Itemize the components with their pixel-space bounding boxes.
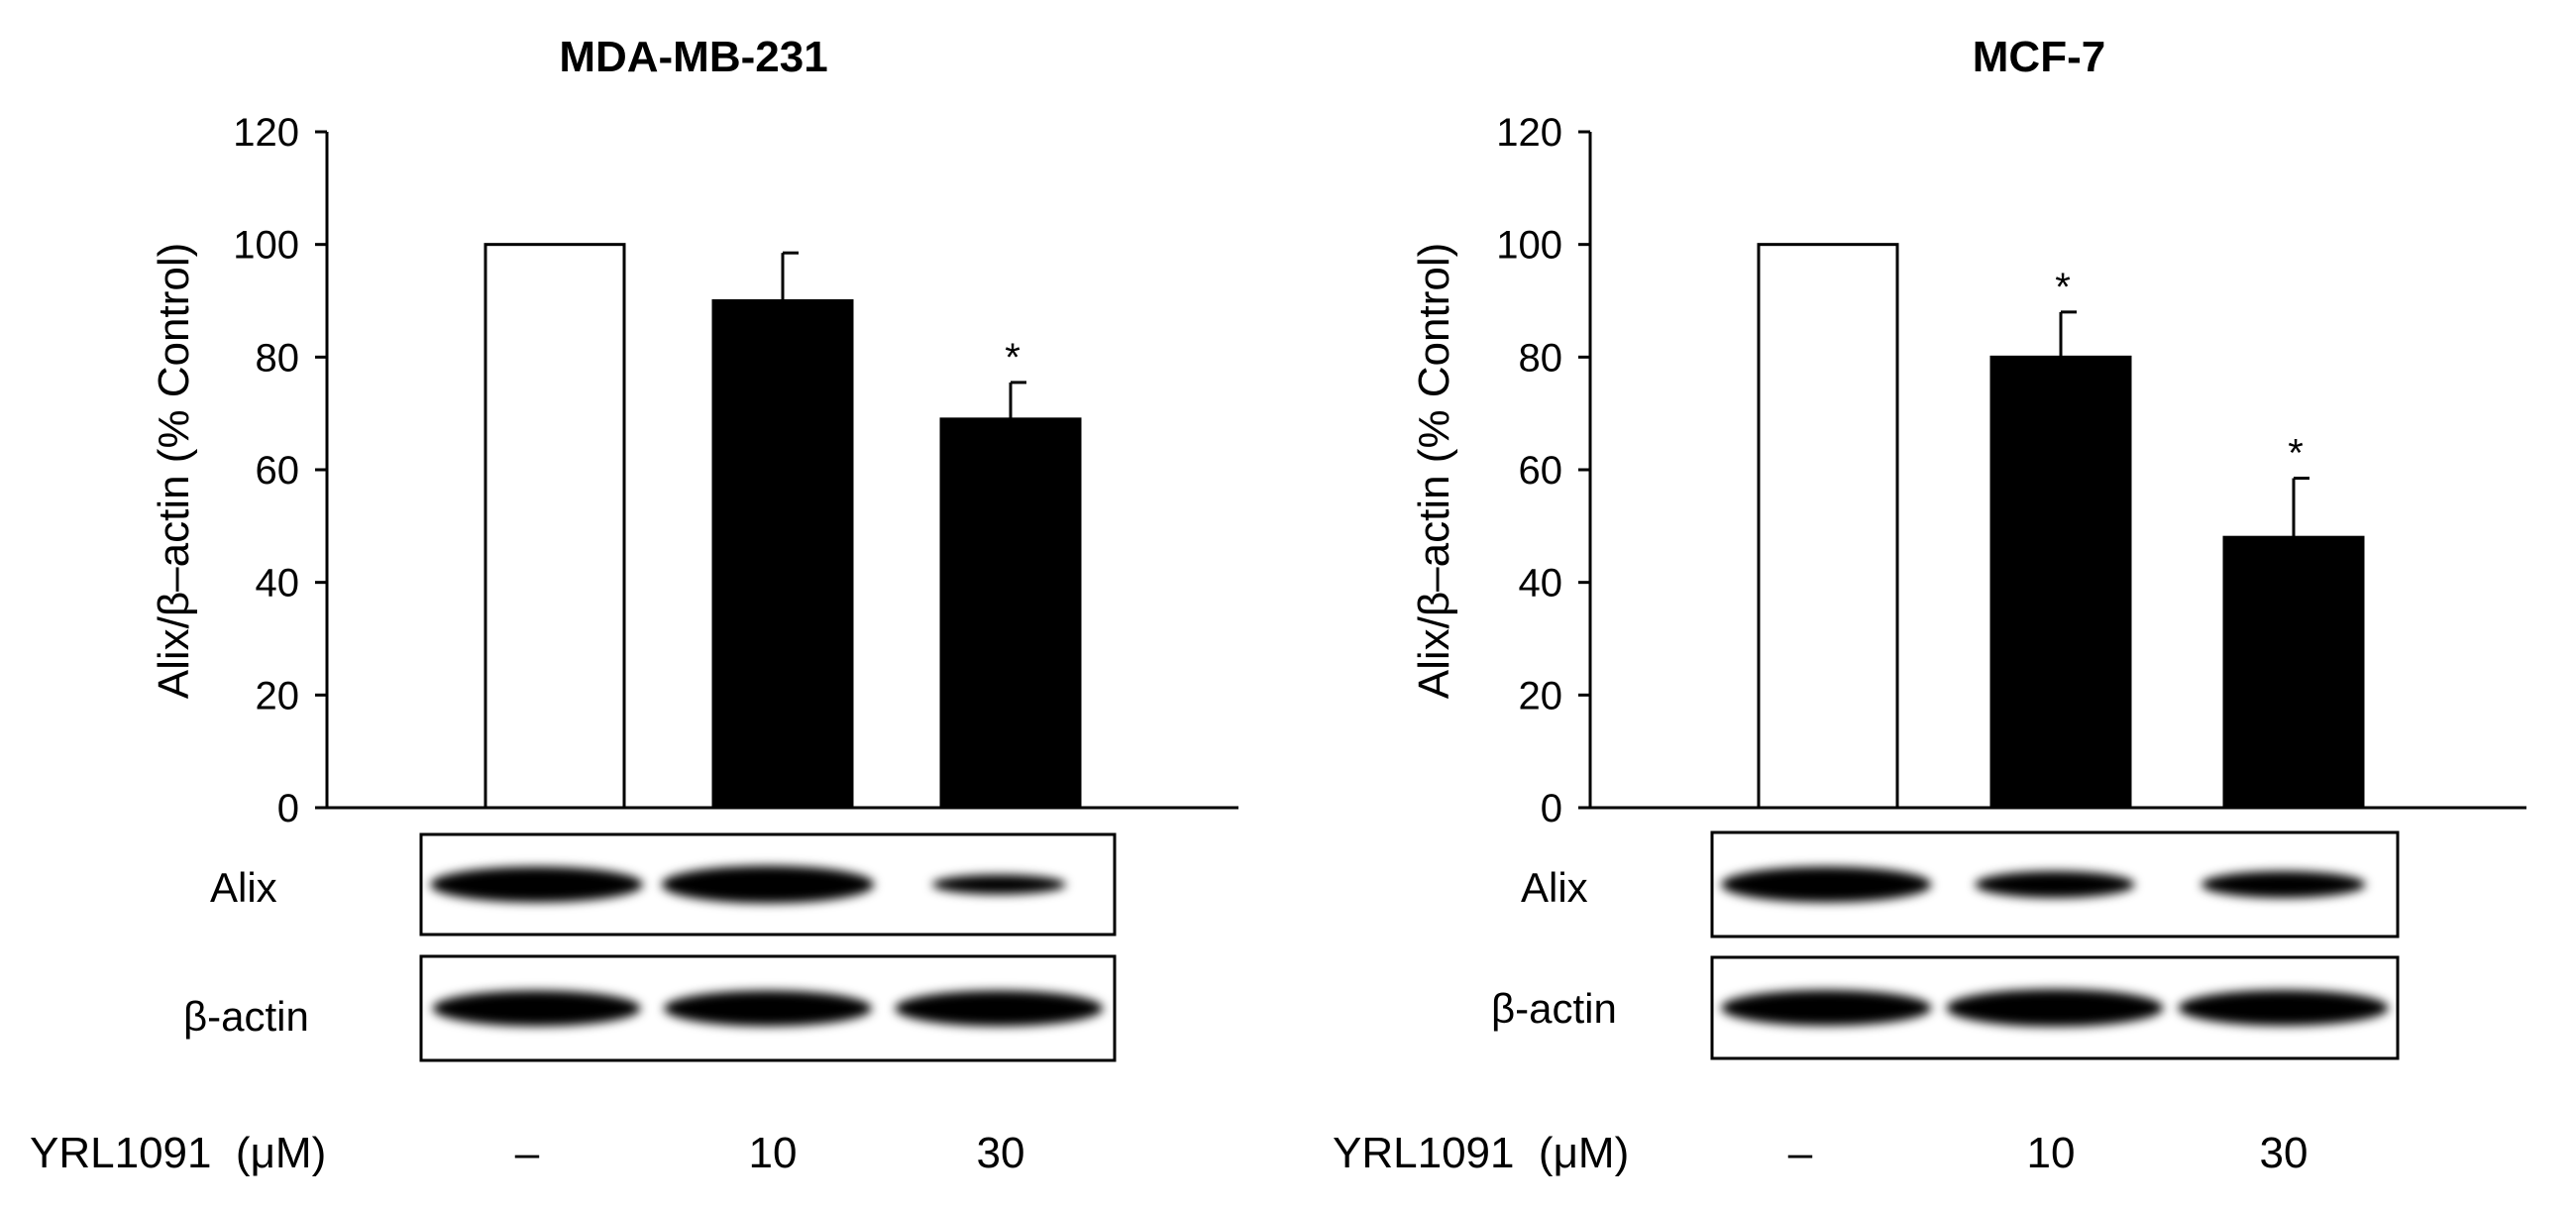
panel-mda-mb-231: MDA-MB-231 Alix/β–actin (% Control) 0 20 4… bbox=[30, 33, 1238, 1177]
blot-label-alix: Alix bbox=[210, 864, 277, 911]
bar bbox=[711, 299, 854, 810]
treatment-value: 30 bbox=[977, 1129, 1025, 1177]
blot-band bbox=[1946, 989, 2164, 1027]
significance-marker: * bbox=[2288, 432, 2304, 476]
significance-marker: * bbox=[1005, 336, 1020, 380]
y-tick-label: 100 bbox=[233, 224, 299, 268]
blot-band bbox=[1975, 871, 2135, 898]
y-tick-label: 0 bbox=[1541, 787, 1562, 830]
treatment-value: – bbox=[1788, 1129, 1813, 1177]
blot-band bbox=[2178, 990, 2389, 1026]
y-tick-label: 120 bbox=[1496, 111, 1562, 155]
treatment-value: 10 bbox=[749, 1129, 798, 1177]
significance-marker: * bbox=[2055, 266, 2071, 309]
treatment-values: – 10 30 bbox=[515, 1129, 1025, 1177]
y-tick-label: 20 bbox=[1519, 674, 1563, 717]
bar bbox=[939, 417, 1082, 810]
blot-band bbox=[430, 866, 643, 903]
treatment-value: 10 bbox=[2027, 1129, 2076, 1177]
treatment-value: – bbox=[515, 1129, 540, 1177]
y-tick-label: 40 bbox=[1519, 562, 1563, 606]
blot-band bbox=[1721, 990, 1932, 1026]
y-axis-label: Alix/β–actin (% Control) bbox=[150, 243, 198, 700]
y-tick-label: 60 bbox=[1519, 449, 1563, 493]
y-tick-label: 40 bbox=[256, 562, 300, 606]
blot-band bbox=[895, 990, 1104, 1027]
chart-title: MDA-MB-231 bbox=[559, 33, 827, 81]
y-tick-label: 0 bbox=[277, 787, 299, 830]
bar bbox=[1989, 355, 2132, 810]
western-blot: Alix β-actin bbox=[183, 832, 1117, 1062]
treatment-value: 30 bbox=[2260, 1129, 2308, 1177]
blot-band bbox=[1721, 866, 1932, 903]
y-tick-label: 20 bbox=[256, 674, 300, 717]
y-tick-label: 60 bbox=[256, 449, 300, 493]
western-blot: Alix β-actin bbox=[1491, 830, 2400, 1060]
panel-mcf-7: MCF-7 Alix/β–actin (% Control) 0 20 40 60 80… bbox=[1333, 33, 2526, 1177]
blot-label-beta-actin: β-actin bbox=[183, 993, 309, 1040]
y-axis-label: Alix/β–actin (% Control) bbox=[1410, 243, 1458, 700]
y-tick-label: 80 bbox=[256, 336, 300, 380]
treatment-label: YRL1091 (μM) bbox=[1333, 1129, 1629, 1177]
bar bbox=[2222, 535, 2365, 810]
bars: * bbox=[483, 243, 1082, 810]
blot-label-beta-actin: β-actin bbox=[1491, 985, 1617, 1032]
treatment-label: YRL1091 (μM) bbox=[30, 1129, 326, 1177]
blot-band bbox=[432, 990, 641, 1027]
bars: ** bbox=[1757, 243, 2365, 810]
bar bbox=[483, 243, 626, 810]
blot-band bbox=[931, 874, 1066, 895]
blot-band bbox=[664, 990, 872, 1027]
treatment-values: – 10 30 bbox=[1788, 1129, 2308, 1177]
blot-band bbox=[2200, 871, 2366, 898]
blot-band bbox=[661, 865, 875, 904]
bar bbox=[1757, 243, 1899, 810]
y-axis: 0 20 40 60 80 100 120 bbox=[233, 111, 1238, 830]
y-tick-label: 80 bbox=[1519, 336, 1563, 380]
blot-label-alix: Alix bbox=[1521, 864, 1588, 911]
y-tick-label: 120 bbox=[233, 111, 299, 155]
chart-title: MCF-7 bbox=[1973, 33, 2105, 81]
y-tick-label: 100 bbox=[1496, 224, 1562, 268]
